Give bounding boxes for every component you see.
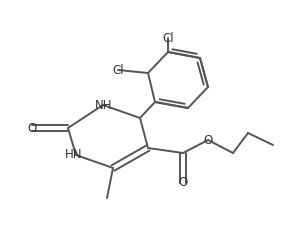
Text: O: O (203, 133, 213, 146)
Text: O: O (178, 177, 187, 190)
Text: Cl: Cl (162, 32, 174, 45)
Text: HN: HN (65, 149, 83, 161)
Text: O: O (27, 122, 37, 135)
Text: NH: NH (95, 99, 113, 111)
Text: Cl: Cl (112, 64, 124, 77)
